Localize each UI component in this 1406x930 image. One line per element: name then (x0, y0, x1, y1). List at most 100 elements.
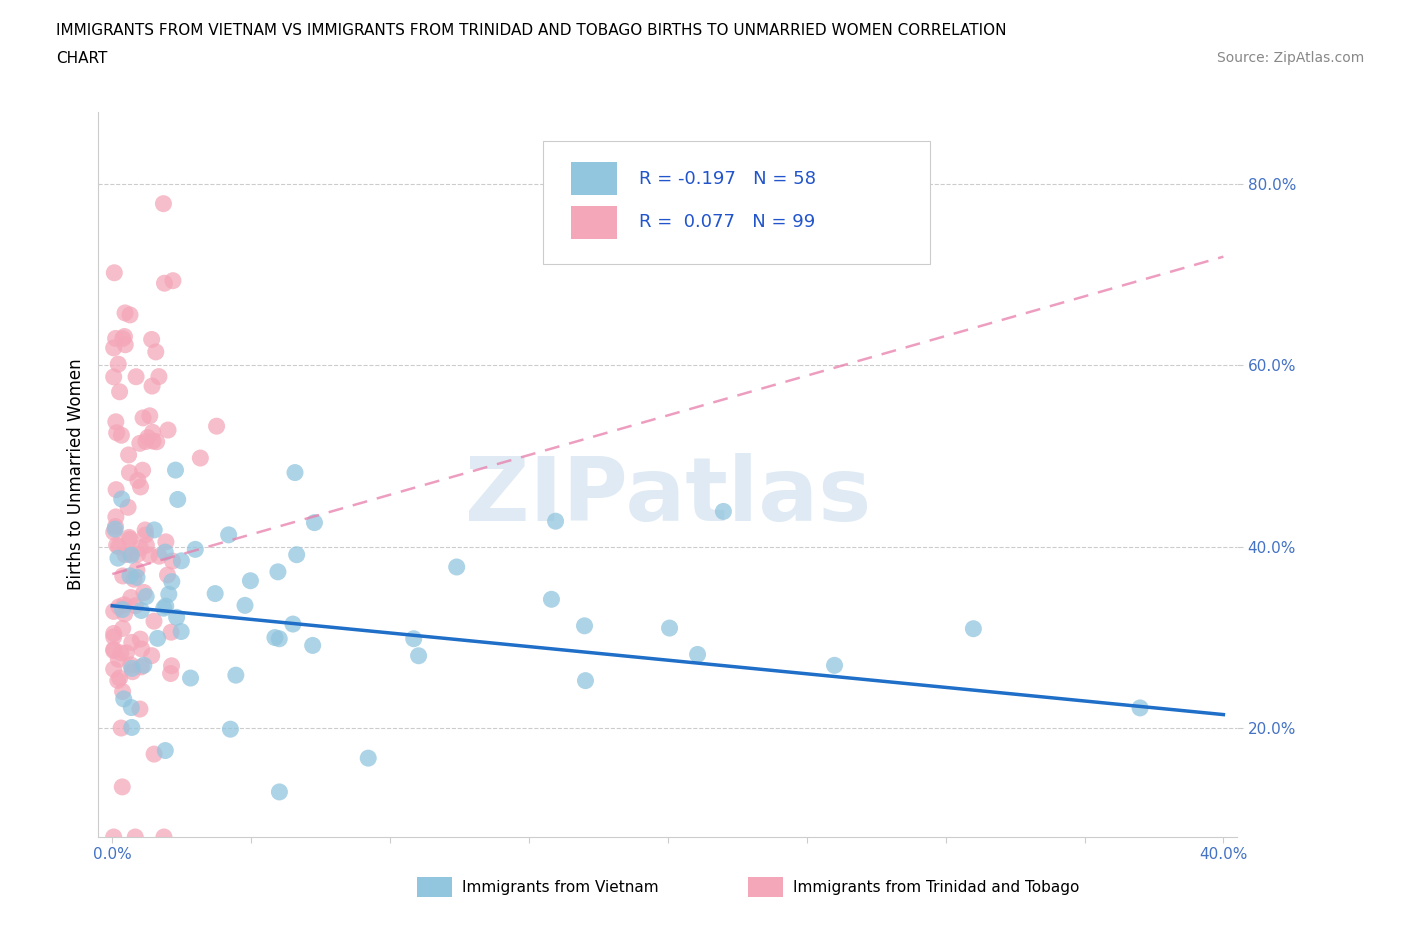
Point (117, 447, 139, 462)
Point (103, 642, 125, 657)
Point (105, 482, 128, 497)
Point (103, 626, 125, 641)
Point (118, 308, 141, 323)
Point (103, 369, 125, 384)
Point (658, 620, 681, 635)
Point (239, 573, 262, 588)
Point (170, 624, 193, 639)
Point (111, 779, 134, 794)
Point (103, 830, 125, 844)
Point (120, 700, 142, 715)
Point (110, 721, 132, 736)
Point (120, 548, 142, 563)
Point (139, 408, 162, 423)
Point (145, 434, 167, 449)
Point (285, 547, 308, 562)
Point (166, 610, 188, 625)
FancyBboxPatch shape (571, 206, 617, 238)
Point (159, 666, 181, 681)
Point (127, 473, 149, 488)
Point (129, 603, 152, 618)
Point (135, 527, 157, 542)
Point (233, 598, 256, 613)
Point (114, 547, 136, 562)
Point (103, 265, 125, 280)
Point (121, 664, 143, 679)
FancyBboxPatch shape (543, 140, 929, 264)
Point (105, 425, 128, 440)
Point (120, 547, 142, 562)
Point (134, 523, 156, 538)
Point (152, 601, 174, 616)
Point (218, 527, 240, 542)
Point (127, 547, 149, 562)
Point (1129, 700, 1152, 715)
Point (124, 598, 146, 613)
Point (148, 369, 170, 384)
Point (118, 532, 141, 547)
Point (225, 668, 247, 683)
Point (108, 671, 131, 685)
Point (103, 644, 125, 658)
Point (143, 523, 166, 538)
Point (152, 196, 174, 211)
Point (574, 673, 596, 688)
Point (540, 591, 562, 606)
Point (107, 551, 129, 565)
Point (135, 538, 157, 552)
Text: R =  0.077   N = 99: R = 0.077 N = 99 (640, 213, 815, 232)
Point (129, 659, 152, 674)
Point (408, 648, 430, 663)
Point (132, 410, 155, 425)
Point (146, 631, 169, 645)
Point (103, 604, 125, 618)
Point (162, 273, 184, 288)
Point (103, 525, 125, 539)
Point (962, 621, 984, 636)
Point (125, 570, 148, 585)
Point (269, 785, 291, 800)
Point (141, 332, 163, 347)
Point (155, 545, 177, 560)
Point (128, 436, 150, 451)
Point (155, 743, 177, 758)
Point (108, 384, 131, 399)
Point (136, 431, 159, 445)
Point (107, 652, 129, 667)
Point (129, 480, 152, 495)
Point (124, 830, 146, 844)
Point (107, 673, 129, 688)
Text: CHART: CHART (56, 51, 108, 66)
Point (157, 587, 180, 602)
Point (402, 631, 425, 646)
Point (121, 661, 143, 676)
Point (141, 648, 163, 663)
Point (118, 465, 141, 480)
Point (125, 563, 148, 578)
Point (104, 331, 127, 346)
Point (103, 662, 125, 677)
Point (129, 631, 152, 646)
Point (114, 338, 136, 352)
Point (141, 379, 163, 393)
Point (111, 684, 134, 699)
Point (108, 599, 131, 614)
Point (143, 747, 166, 762)
Point (138, 548, 160, 563)
Point (131, 642, 153, 657)
Point (162, 553, 184, 568)
Point (114, 305, 136, 320)
Point (129, 540, 152, 555)
Point (103, 340, 125, 355)
Point (143, 614, 166, 629)
Point (121, 720, 143, 735)
Point (114, 606, 136, 621)
Point (160, 625, 183, 640)
Point (155, 535, 177, 550)
Text: Source: ZipAtlas.com: Source: ZipAtlas.com (1216, 51, 1364, 65)
Point (165, 462, 187, 477)
Point (166, 492, 188, 507)
Point (157, 422, 180, 437)
Point (153, 830, 176, 844)
Point (188, 451, 211, 466)
